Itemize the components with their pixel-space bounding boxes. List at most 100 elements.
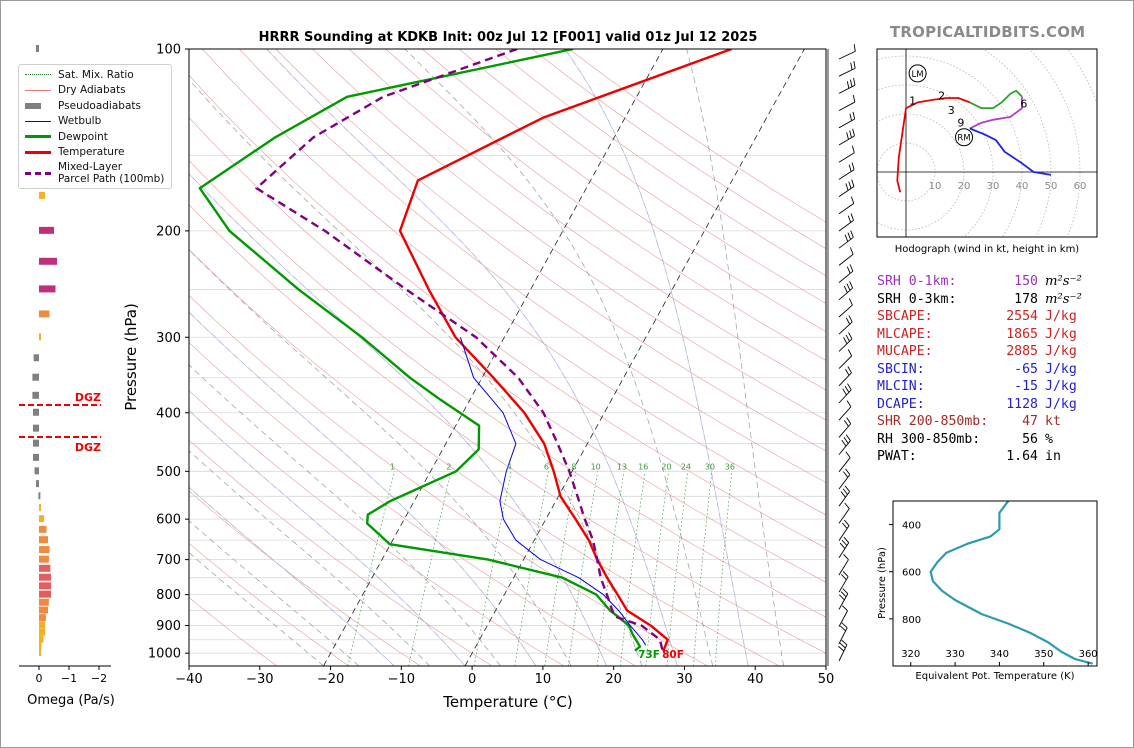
stat-unit: m²s⁻² xyxy=(1045,291,1082,307)
wind-barb-feather xyxy=(842,588,849,595)
series-dewpoint xyxy=(198,49,642,652)
stat-label: SHR 200-850mb: xyxy=(877,414,989,429)
legend-entry: Dry Adiabats xyxy=(19,83,126,98)
omega-bar xyxy=(39,546,50,554)
wind-barb-feather xyxy=(845,317,851,325)
hodograph-ring-label: 50 xyxy=(1045,181,1058,192)
mixing-ratio-label: 30 xyxy=(705,462,715,471)
stat-label: PWAT: xyxy=(877,449,917,464)
mixing-ratio-line xyxy=(596,471,625,666)
wind-barb-feather xyxy=(843,554,849,560)
moist-adiabat-line xyxy=(189,410,466,666)
wind-barb-feather xyxy=(841,439,847,447)
wind-barb-staff xyxy=(838,372,852,387)
y-tick-label: 100 xyxy=(156,43,181,58)
omega-bar xyxy=(33,424,39,432)
wind-barb-feather xyxy=(845,334,850,342)
stat-label: SBCIN: xyxy=(877,361,925,377)
legend-label-line: Parcel Path (100mb) xyxy=(58,173,165,185)
wind-barb-staff xyxy=(838,169,855,180)
omega-bar xyxy=(39,635,44,643)
storm-motion-marker xyxy=(908,64,927,83)
storm-motion-label: RM xyxy=(957,134,970,144)
wind-barb-feather xyxy=(843,337,848,344)
stat-value: 2554 xyxy=(1006,309,1038,324)
moist-adiabat-line xyxy=(564,49,749,666)
wind-barb xyxy=(838,162,855,180)
wind-barb-feather xyxy=(846,266,851,274)
y-tick-label: 900 xyxy=(156,619,181,634)
wind-barb xyxy=(838,44,856,60)
omega-bar xyxy=(32,391,39,399)
legend-entry: Temperature xyxy=(19,145,125,160)
wind-barb-feather xyxy=(849,247,854,255)
omega-bar xyxy=(39,573,51,581)
y-tick-label: 200 xyxy=(156,224,181,239)
stat-value: 2885 xyxy=(1006,344,1038,359)
moist-adiabat-line xyxy=(266,49,678,666)
wind-barb xyxy=(838,264,854,283)
wind-barb-feather xyxy=(843,285,848,293)
dgz-label: DGZ xyxy=(75,391,101,404)
legend-entry: Dewpoint xyxy=(19,129,108,144)
stat-label: SRH 0-1km: xyxy=(877,274,957,289)
chart-legend: Sat. Mix. Ratio Dry Adiabats Pseudoadiabat… xyxy=(18,64,172,189)
wind-barb-feather xyxy=(844,519,850,526)
pseudoadiabat-line xyxy=(189,364,501,666)
stat-value: 56 xyxy=(1022,431,1038,447)
wind-barb-feather xyxy=(850,213,854,221)
pseudoadiabat-line xyxy=(686,49,784,666)
hodograph-trace xyxy=(896,97,971,193)
legend-label-line: Mixed-Layer xyxy=(58,161,123,173)
wind-barb xyxy=(838,571,849,593)
wind-barb-feather xyxy=(846,400,852,408)
mixing-ratio-line xyxy=(645,471,669,666)
wind-barb xyxy=(838,111,856,129)
wind-barb-feather xyxy=(845,368,850,376)
omega-bar xyxy=(36,45,39,52)
wind-barb xyxy=(838,281,854,301)
wind-barb xyxy=(838,639,848,662)
wind-barb-feather xyxy=(852,94,856,103)
mixing-ratio-label: 1 xyxy=(390,462,395,471)
legend-label: Mixed-Layer Parcel Path (100mb) xyxy=(58,161,164,185)
site-watermark: TROPICALTIDBITS.COM xyxy=(890,23,1086,41)
stat-label: MLCAPE: xyxy=(877,326,933,342)
omega-bar xyxy=(39,257,57,265)
wind-barb xyxy=(838,400,852,421)
theta-x-tick-label: 320 xyxy=(901,649,920,660)
wind-barb-staff xyxy=(838,576,849,593)
omega-bar xyxy=(38,492,41,500)
wind-barb-feather xyxy=(851,179,855,187)
x-tick-label: 50 xyxy=(818,672,835,687)
omega-bar xyxy=(33,453,39,461)
x-tick-label: 10 xyxy=(535,672,552,687)
isotherm-reference-line xyxy=(464,49,805,666)
hodograph-ring-label: 60 xyxy=(1074,181,1087,192)
mixing-ratio-label: 24 xyxy=(681,462,691,471)
wind-barb xyxy=(838,145,855,163)
moist-adiabat-line xyxy=(189,486,395,666)
legend-label: Wetbulb xyxy=(58,115,102,127)
omega-bar xyxy=(32,373,39,381)
y-axis-label: Pressure (hPa) xyxy=(122,303,140,411)
wind-barb-feather xyxy=(850,230,854,238)
wind-barb-feather xyxy=(852,111,856,120)
omega-bar xyxy=(39,503,41,511)
y-tick-label: 700 xyxy=(156,553,181,568)
hodograph-frame xyxy=(876,48,1098,238)
wind-barb-feather xyxy=(845,451,851,458)
x-axis-label: Temperature (°C) xyxy=(442,693,572,711)
wind-barb xyxy=(838,77,856,94)
dry-adiabat-line xyxy=(348,49,826,391)
y-tick-label: 500 xyxy=(156,465,181,480)
wind-barb xyxy=(838,247,854,266)
wind-barb xyxy=(838,554,849,576)
x-tick-label: −20 xyxy=(317,672,344,687)
wind-barb-staff xyxy=(838,67,856,77)
hodograph-ring-label: 10 xyxy=(929,181,942,192)
wind-barb-feather xyxy=(853,61,856,69)
wind-barb-staff xyxy=(838,203,855,215)
stat-unit: J/kg xyxy=(1045,361,1077,377)
legend-swatch xyxy=(25,102,41,109)
